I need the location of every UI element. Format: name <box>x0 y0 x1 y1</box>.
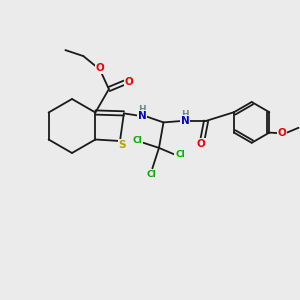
Text: Cl: Cl <box>146 170 156 179</box>
Text: H: H <box>181 110 189 119</box>
Text: S: S <box>118 140 126 150</box>
Text: N: N <box>137 111 146 121</box>
Text: H: H <box>138 105 146 114</box>
Text: O: O <box>95 63 104 73</box>
Text: N: N <box>181 116 190 126</box>
Text: Cl: Cl <box>175 150 185 159</box>
Text: Cl: Cl <box>132 136 142 145</box>
Text: O: O <box>125 76 134 87</box>
Text: O: O <box>278 128 286 138</box>
Text: O: O <box>196 139 206 149</box>
